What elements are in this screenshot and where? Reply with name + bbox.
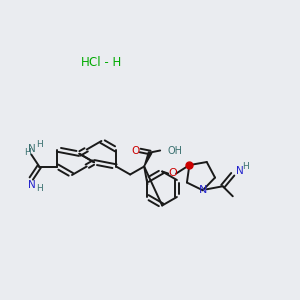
Text: H: H	[36, 140, 43, 149]
Text: H: H	[81, 56, 89, 70]
Text: OH: OH	[167, 146, 182, 155]
Text: H: H	[242, 162, 248, 171]
Polygon shape	[144, 152, 152, 167]
Text: N: N	[28, 143, 36, 154]
Text: H: H	[36, 184, 43, 193]
Text: Cl - H: Cl - H	[89, 56, 121, 70]
Text: N: N	[236, 166, 244, 176]
Text: H: H	[24, 148, 31, 157]
Text: N: N	[28, 179, 36, 190]
Text: O: O	[169, 169, 178, 178]
Text: N: N	[199, 185, 207, 195]
Text: O: O	[131, 146, 139, 155]
